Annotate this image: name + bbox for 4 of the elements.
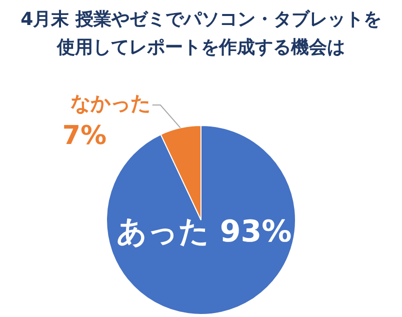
slice-label: あった 93% [116,214,292,250]
data-label: 7% [62,120,107,151]
slice-label: なかった [70,91,150,116]
chart-title: 4月末 授業やゼミでパソコン・タブレットを使用してレポートを作成する機会は [20,8,382,60]
